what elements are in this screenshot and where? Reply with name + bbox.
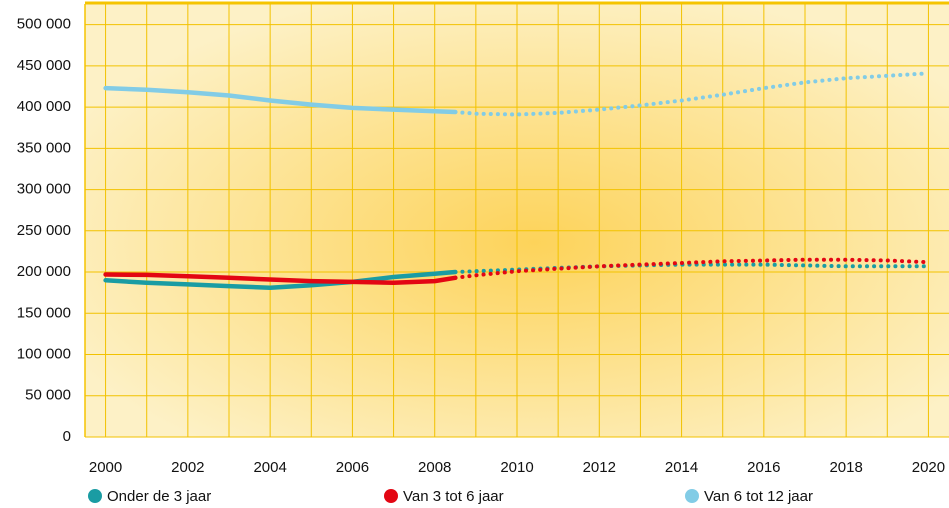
- projected-line: [453, 257, 931, 280]
- y-tick-label: 0: [63, 428, 71, 445]
- y-tick-label: 100 000: [17, 345, 71, 362]
- y-tick-label: 300 000: [17, 181, 71, 198]
- y-tick-label: 200 000: [17, 263, 71, 280]
- x-tick-label: 2002: [171, 459, 204, 476]
- x-tick-label: 2000: [89, 459, 122, 476]
- x-tick-label: 2018: [829, 459, 862, 476]
- legend-label: Onder de 3 jaar: [107, 488, 211, 505]
- x-tick-label: 2008: [418, 459, 451, 476]
- x-tick-label: 2012: [583, 459, 616, 476]
- y-tick-label: 350 000: [17, 139, 71, 156]
- x-tick-label: 2010: [500, 459, 533, 476]
- x-tick-label: 2016: [747, 459, 780, 476]
- legend-swatch: [685, 489, 699, 503]
- line: [103, 272, 458, 286]
- y-tick-label: 150 000: [17, 304, 71, 321]
- y-tick-label: 50 000: [25, 387, 71, 404]
- line: [103, 269, 458, 290]
- y-tick-label: 250 000: [17, 222, 71, 239]
- y-tick-label: 400 000: [17, 98, 71, 115]
- line: [103, 85, 458, 115]
- legend-swatch: [384, 489, 398, 503]
- y-tick-label: 500 000: [17, 16, 71, 33]
- x-tick-label: 2004: [253, 459, 286, 476]
- legend-label: Van 6 tot 12 jaar: [704, 488, 813, 505]
- x-tick-label: 2014: [665, 459, 698, 476]
- legend-label: Van 3 tot 6 jaar: [403, 488, 504, 505]
- y-tick-label: 450 000: [17, 57, 71, 74]
- projected-line: [453, 71, 931, 117]
- x-tick-label: 2020: [912, 459, 945, 476]
- x-tick-label: 2006: [336, 459, 369, 476]
- legend-swatch: [88, 489, 102, 503]
